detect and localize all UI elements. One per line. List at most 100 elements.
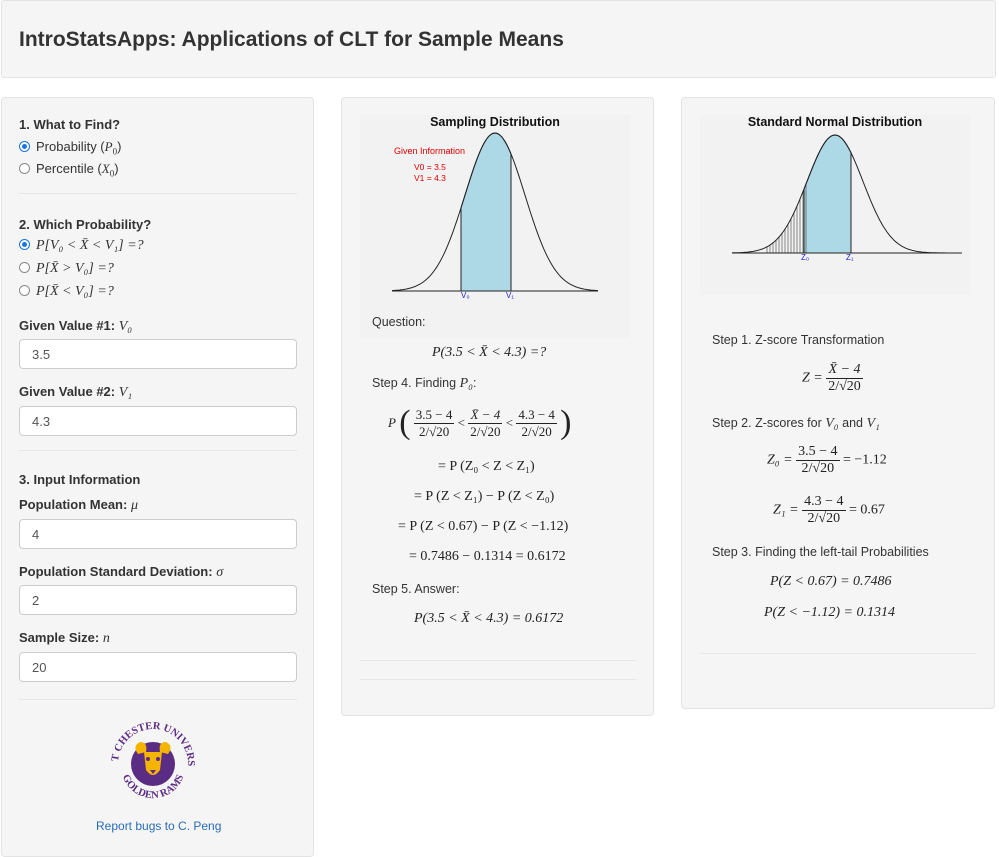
- mean-input[interactable]: [19, 519, 297, 549]
- axis-v0-label: V₀: [461, 291, 470, 300]
- radio-greater[interactable]: P[X̄ > V₀] =?: [19, 261, 114, 277]
- answer-equation: P(3.5 < X̄ < 4.3) = 0.6172: [414, 611, 564, 626]
- standard-normal-panel: Standard Normal Distribution Z₀ Z₁ Step …: [681, 97, 995, 709]
- sd-input[interactable]: [19, 585, 297, 615]
- given1-label-text: Given Value #1:: [19, 318, 119, 333]
- report-bugs-link[interactable]: Report bugs to C. Peng: [96, 819, 222, 833]
- standard-left-tail-hatch: [766, 178, 808, 253]
- given2-label: Given Value #2: V₁: [19, 384, 132, 401]
- step3-label: Step 3. Finding the left-tail Probabilit…: [712, 545, 929, 559]
- z1-result: = 0.67: [849, 502, 885, 518]
- frac-b-den: 2/√20: [468, 422, 503, 439]
- radio-between[interactable]: P[V₀ < X̄ < V₁] =?: [19, 238, 144, 254]
- question-label: Question:: [372, 315, 426, 329]
- z0-num: 3.5 − 4: [798, 444, 838, 459]
- mean-sym: μ: [130, 498, 138, 513]
- mean-label-text: Population Mean:: [19, 497, 131, 512]
- radio-percentile-sub: 0: [109, 168, 115, 179]
- divider: [19, 193, 297, 194]
- radio-less-indicator[interactable]: [19, 285, 30, 296]
- frac-a-num: 3.5 − 4: [415, 406, 453, 422]
- given1-input[interactable]: [19, 339, 297, 369]
- standard-density-curve: [731, 134, 962, 254]
- z1-lhs: Z₁ =: [773, 502, 799, 518]
- step4-text: Step 4. Finding: [372, 376, 460, 390]
- step4-line2: = P (Z₀ < Z < Z₁): [438, 459, 535, 474]
- university-logo: WEST CHESTER UNIVERSITY GOLDEN RAMS: [108, 712, 196, 801]
- given2-sym: V₁: [118, 385, 133, 400]
- radio-greater-indicator[interactable]: [19, 262, 30, 273]
- radio-less-label: P[X̄ < V₀] =?: [36, 284, 114, 299]
- radio-probability[interactable]: Probability (P0): [19, 139, 121, 157]
- z1-num: 4.3 − 4: [804, 494, 844, 509]
- app-header: IntroStatsApps: Applications of CLT for …: [1, 0, 996, 78]
- q3-label: 3. Input Information: [19, 472, 141, 487]
- z0-equation: Z₀ = 3.5 − 4 2/√20 = −1.12: [767, 444, 887, 477]
- z-frac: X̄ − 4 2/√20: [826, 362, 863, 395]
- radio-probability-sym: P: [104, 139, 113, 154]
- radio-probability-close: ): [117, 139, 122, 154]
- step4-line3: = P (Z < Z₁) − P (Z < Z₀): [414, 489, 555, 504]
- radio-probability-indicator[interactable]: [19, 141, 30, 152]
- step1-label: Step 1. Z-score Transformation: [712, 333, 885, 347]
- z-den: 2/√20: [826, 378, 863, 394]
- step4-fraction-line: P ( 3.5 − 4 2/√20 < X̄ − 4 2/√20 < 4.3 − 4…: [388, 404, 572, 441]
- standard-normal-svg: [731, 134, 962, 254]
- z0-den: 2/√20: [796, 460, 840, 477]
- standard-shaded-area: [803, 134, 852, 254]
- step5-label: Step 5. Answer:: [372, 582, 460, 596]
- step4-line4: = P (Z < 0.67) − P (Z < −1.12): [398, 519, 569, 534]
- radio-probability-label: Probability (: [36, 139, 105, 154]
- frac-c: 4.3 − 4 2/√20: [516, 407, 557, 440]
- frac-a-den: 2/√20: [413, 422, 455, 440]
- step4-label: Step 4. Finding P₀:: [372, 376, 476, 392]
- z1-frac: 4.3 − 4 2/√20: [802, 494, 846, 527]
- divider: [360, 660, 636, 661]
- step2-v0: V₀: [825, 416, 839, 431]
- q2-label: 2. Which Probability?: [19, 217, 152, 232]
- sd-sym: σ: [216, 565, 224, 580]
- sampling-plot-title: Sampling Distribution: [430, 115, 560, 129]
- sd-label: Population Standard Deviation: σ: [19, 564, 223, 581]
- app-title: IntroStatsApps: Applications of CLT for …: [19, 28, 564, 51]
- radio-percentile[interactable]: Percentile (X0): [19, 161, 119, 179]
- frac-b-num: X̄ − 4: [470, 406, 501, 422]
- radio-percentile-label: Percentile (: [36, 161, 102, 176]
- given-info-v0: V0 = 3.5: [414, 162, 446, 172]
- standard-normal-plot-title: Standard Normal Distribution: [747, 115, 923, 129]
- z-num: X̄ − 4: [828, 362, 861, 377]
- sampling-density-curve: [391, 132, 599, 292]
- prob2-equation: P(Z < −1.12) = 0.1314: [764, 605, 896, 620]
- step2-text: Step 2. Z-scores for: [712, 416, 826, 430]
- sampling-plot: Sampling Distribution Given Information …: [360, 115, 630, 338]
- step2-v1: V₁: [866, 416, 880, 431]
- frac-a: 3.5 − 4 2/√20: [413, 406, 455, 440]
- step4-sym: P₀: [459, 376, 473, 391]
- q1-label: 1. What to Find?: [19, 117, 121, 132]
- radio-between-label: P[V₀ < X̄ < V₁] =?: [36, 238, 144, 253]
- given1-sym: V₀: [118, 319, 133, 334]
- mean-label: Population Mean: μ: [19, 497, 138, 514]
- prob1-equation: P(Z < 0.67) = 0.7486: [770, 574, 892, 589]
- axis-z1-label: Z₁: [846, 253, 854, 262]
- sampling-curve-svg: [391, 132, 599, 292]
- n-label: Sample Size: n: [19, 630, 110, 647]
- given1-label: Given Value #1: V₀: [19, 318, 132, 335]
- frac-b: X̄ − 4 2/√20: [468, 406, 503, 440]
- axis-v1-label: V₁: [506, 291, 515, 300]
- radio-percentile-indicator[interactable]: [19, 163, 30, 174]
- n-input[interactable]: [19, 652, 297, 682]
- radio-less[interactable]: P[X̄ < V₀] =?: [19, 284, 114, 300]
- step2-label: Step 2. Z-scores for V₀ and V₁: [712, 416, 880, 432]
- given-info-v1: V1 = 4.3: [414, 173, 446, 183]
- z1-den: 2/√20: [802, 510, 846, 527]
- radio-probability-sub: 0: [112, 146, 118, 157]
- divider: [360, 679, 636, 680]
- given2-input[interactable]: [19, 406, 297, 436]
- radio-between-indicator[interactable]: [19, 239, 30, 250]
- z0-lhs: Z₀ =: [767, 452, 793, 468]
- radio-greater-label: P[X̄ > V₀] =?: [36, 261, 114, 276]
- z0-frac: 3.5 − 4 2/√20: [796, 444, 840, 477]
- z0-result: = −1.12: [843, 452, 887, 468]
- sd-label-text: Population Standard Deviation:: [19, 564, 217, 579]
